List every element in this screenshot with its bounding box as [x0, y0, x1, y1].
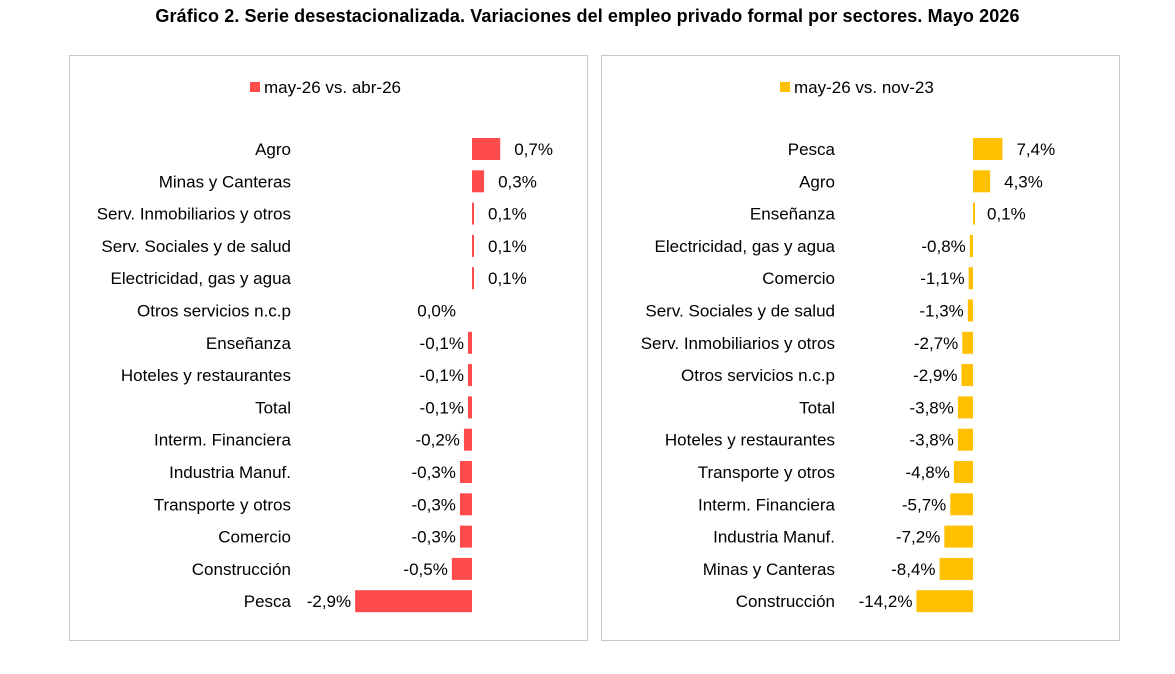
value-label-agro: 0,7% [514, 140, 553, 159]
category-label-transporte-y-otros: Transporte y otros [154, 495, 291, 514]
value-label-serv-inmobiliarios-y-otros: 0,1% [488, 205, 527, 224]
value-label-total: -0,1% [420, 398, 464, 417]
value-label-construccion: -0,5% [403, 560, 447, 579]
bar-serv-inmobiliarios-y-otros [472, 202, 475, 225]
chart-panel-since-nov23: may-26 vs. nov-23 Pesca 7,4% Agro 4,3% Enseña… [601, 55, 1120, 641]
bar-chart-since-nov23: may-26 vs. nov-23 Pesca 7,4% Agro 4,3% Enseña… [641, 78, 1055, 613]
value-label-electricidad-gas-y-agua: 0,1% [488, 269, 527, 288]
value-label-hoteles-y-restaurantes: -0,1% [420, 366, 464, 385]
bar-electricidad-gas-y-agua [969, 234, 973, 257]
bar-serv-sociales-y-de-salud [472, 234, 475, 257]
category-label-agro: Agro [799, 172, 835, 191]
value-label-ensenanza: -0,1% [420, 334, 464, 353]
bar-chart-month: may-26 vs. abr-26 Agro 0,7% Minas y Cantera… [97, 78, 553, 613]
chart-panel-month: may-26 vs. abr-26 Agro 0,7% Minas y Cantera… [69, 55, 588, 641]
bar-transporte-y-otros [459, 493, 472, 516]
category-label-comercio: Comercio [762, 269, 835, 288]
value-label-serv-sociales-y-de-salud: 0,1% [488, 237, 527, 256]
category-label-agro: Agro [255, 140, 291, 159]
legend-label: may-26 vs. abr-26 [264, 78, 401, 97]
category-label-ensenanza: Enseñanza [750, 205, 836, 224]
bar-total [957, 396, 973, 419]
category-label-construccion: Construcción [736, 592, 835, 611]
bar-serv-sociales-y-de-salud [967, 299, 973, 322]
value-label-hoteles-y-restaurantes: -3,8% [909, 431, 953, 450]
value-label-comercio: -0,3% [411, 528, 455, 547]
category-label-interm-financiera: Interm. Financiera [698, 495, 836, 514]
category-label-pesca: Pesca [244, 592, 292, 611]
value-label-serv-inmobiliarios-y-otros: -2,7% [914, 334, 958, 353]
bar-minas-y-canteras [472, 170, 485, 193]
chart-title: Gráfico 2. Serie desestacionalizada. Var… [155, 6, 1020, 26]
bar-pesca [355, 590, 472, 613]
category-label-serv-sociales-y-de-salud: Serv. Sociales y de salud [101, 237, 291, 256]
category-label-minas-y-canteras: Minas y Canteras [703, 560, 835, 579]
value-label-transporte-y-otros: -0,3% [411, 495, 455, 514]
bar-agro [973, 170, 991, 193]
bar-comercio [968, 267, 973, 290]
value-label-pesca: -2,9% [307, 592, 351, 611]
category-label-minas-y-canteras: Minas y Canteras [159, 172, 291, 191]
value-label-otros-servicios-n-c-p: 0,0% [417, 302, 456, 321]
category-label-hoteles-y-restaurantes: Hoteles y restaurantes [665, 431, 835, 450]
category-label-interm-financiera: Interm. Financiera [154, 431, 292, 450]
category-label-serv-sociales-y-de-salud: Serv. Sociales y de salud [645, 302, 835, 321]
category-label-comercio: Comercio [218, 528, 291, 547]
bar-otros-servicios-n-c-p [961, 364, 973, 387]
bar-agro [472, 138, 501, 160]
value-label-construccion: -14,2% [859, 592, 913, 611]
category-label-electricidad-gas-y-agua: Electricidad, gas y agua [655, 237, 836, 256]
bar-interm-financiera [463, 428, 472, 451]
bar-interm-financiera [950, 493, 973, 516]
bar-comercio [459, 525, 472, 548]
bar-construccion [451, 557, 472, 580]
category-label-transporte-y-otros: Transporte y otros [698, 463, 835, 482]
bar-electricidad-gas-y-agua [472, 267, 475, 290]
value-label-otros-servicios-n-c-p: -2,9% [913, 366, 957, 385]
category-label-serv-inmobiliarios-y-otros: Serv. Inmobiliarios y otros [641, 334, 835, 353]
bar-hoteles-y-restaurantes [957, 428, 973, 451]
category-label-pesca: Pesca [788, 140, 836, 159]
category-label-serv-inmobiliarios-y-otros: Serv. Inmobiliarios y otros [97, 205, 291, 224]
value-label-minas-y-canteras: 0,3% [498, 172, 537, 191]
bar-pesca [973, 138, 1003, 160]
bar-industria-manuf [459, 461, 472, 483]
category-label-otros-servicios-n-c-p: Otros servicios n.c.p [681, 366, 835, 385]
bar-ensenanza [467, 331, 472, 354]
bar-construccion [916, 590, 973, 613]
value-label-interm-financiera: -5,7% [902, 495, 946, 514]
value-label-total: -3,8% [909, 398, 953, 417]
value-label-serv-sociales-y-de-salud: -1,3% [919, 302, 963, 321]
category-label-hoteles-y-restaurantes: Hoteles y restaurantes [121, 366, 291, 385]
legend-swatch [250, 82, 260, 92]
category-label-ensenanza: Enseñanza [206, 334, 292, 353]
category-label-industria-manuf: Industria Manuf. [713, 528, 835, 547]
value-label-transporte-y-otros: -4,8% [905, 463, 949, 482]
bar-hoteles-y-restaurantes [467, 364, 472, 387]
bar-industria-manuf [944, 525, 973, 548]
value-label-pesca: 7,4% [1016, 140, 1055, 159]
bar-total [467, 396, 472, 419]
legend-label: may-26 vs. nov-23 [794, 78, 934, 97]
category-label-total: Total [799, 398, 835, 417]
value-label-electricidad-gas-y-agua: -0,8% [921, 237, 965, 256]
value-label-comercio: -1,1% [920, 269, 964, 288]
value-label-ensenanza: 0,1% [987, 205, 1026, 224]
category-label-total: Total [255, 398, 291, 417]
bar-serv-inmobiliarios-y-otros [962, 331, 973, 354]
bar-ensenanza [973, 202, 975, 225]
value-label-industria-manuf: -7,2% [896, 528, 940, 547]
bar-transporte-y-otros [953, 461, 973, 483]
legend-swatch [780, 82, 790, 92]
value-label-agro: 4,3% [1004, 172, 1043, 191]
category-label-electricidad-gas-y-agua: Electricidad, gas y agua [111, 269, 292, 288]
value-label-minas-y-canteras: -8,4% [891, 560, 935, 579]
value-label-industria-manuf: -0,3% [411, 463, 455, 482]
category-label-otros-servicios-n-c-p: Otros servicios n.c.p [137, 302, 291, 321]
category-label-industria-manuf: Industria Manuf. [169, 463, 291, 482]
category-label-construccion: Construcción [192, 560, 291, 579]
value-label-interm-financiera: -0,2% [416, 431, 460, 450]
bar-minas-y-canteras [939, 557, 973, 580]
